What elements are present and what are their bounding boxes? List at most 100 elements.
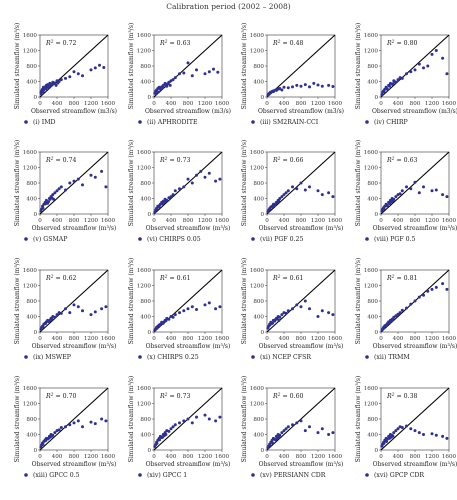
y-tick-label: 400 bbox=[26, 315, 37, 321]
y-tick-label: 800 bbox=[253, 417, 264, 423]
y-tick-label: 0 bbox=[260, 95, 264, 101]
data-point bbox=[178, 311, 181, 315]
data-point bbox=[331, 431, 335, 435]
x-tick-label: 400 bbox=[166, 454, 177, 460]
legend-label: (xiii) GPCC 0.5 bbox=[33, 472, 80, 479]
data-point bbox=[316, 189, 320, 193]
data-point bbox=[391, 318, 395, 322]
x-tick-label: 1600 bbox=[328, 218, 343, 224]
y-tick-label: 1200 bbox=[250, 402, 265, 408]
y-tick-label: 1600 bbox=[364, 33, 379, 39]
x-axis-label: Observed streamflow (m³/s) bbox=[32, 461, 117, 468]
data-point bbox=[392, 431, 396, 435]
data-point bbox=[430, 287, 434, 291]
data-point bbox=[286, 309, 290, 313]
data-point bbox=[158, 323, 161, 327]
x-tick-label: 800 bbox=[183, 336, 194, 342]
data-point bbox=[409, 70, 413, 74]
data-point bbox=[89, 173, 93, 177]
data-point bbox=[277, 87, 281, 91]
y-tick-label: 1200 bbox=[364, 49, 379, 55]
y-tick-label: 1600 bbox=[137, 268, 152, 274]
data-point bbox=[394, 195, 398, 199]
data-point bbox=[327, 433, 331, 436]
data-point bbox=[207, 301, 211, 305]
y-tick-label: 1600 bbox=[250, 268, 265, 274]
y-tick-label: 1200 bbox=[364, 166, 379, 172]
x-tick-label: 800 bbox=[296, 218, 307, 224]
data-point bbox=[422, 185, 425, 189]
data-point bbox=[173, 313, 177, 317]
data-point bbox=[81, 309, 84, 313]
data-point bbox=[413, 68, 417, 72]
y-tick-label: 400 bbox=[140, 433, 151, 439]
data-point bbox=[277, 435, 281, 439]
x-axis-label: Observed streamflow (m³/s) bbox=[146, 225, 231, 232]
data-point bbox=[93, 66, 97, 70]
data-point bbox=[278, 315, 282, 319]
legend-label: (iv) CHIRP bbox=[374, 119, 408, 126]
data-point bbox=[271, 321, 274, 325]
y-tick-label: 800 bbox=[140, 181, 151, 187]
y-tick-label: 400 bbox=[140, 197, 151, 203]
data-point bbox=[291, 423, 294, 427]
x-tick-label: 800 bbox=[296, 101, 307, 107]
data-point bbox=[413, 299, 417, 303]
one-to-one-line bbox=[266, 387, 336, 451]
data-point bbox=[93, 310, 97, 314]
data-point bbox=[284, 311, 288, 315]
data-point bbox=[312, 81, 316, 85]
x-tick-label: 800 bbox=[69, 336, 80, 342]
x-tick-label: 400 bbox=[393, 454, 404, 460]
data-point bbox=[218, 305, 222, 309]
y-tick-label: 0 bbox=[33, 448, 37, 454]
data-point bbox=[161, 86, 164, 90]
x-tick-label: 0 bbox=[152, 336, 156, 342]
data-point bbox=[72, 179, 76, 183]
data-point bbox=[331, 85, 335, 88]
data-point bbox=[277, 199, 281, 203]
data-point bbox=[331, 195, 335, 199]
data-point bbox=[182, 185, 186, 189]
data-point bbox=[398, 311, 402, 315]
data-point bbox=[41, 206, 45, 210]
y-tick-label: 400 bbox=[367, 433, 378, 439]
data-point bbox=[57, 428, 61, 432]
data-point bbox=[308, 85, 311, 89]
legend-marker bbox=[138, 120, 142, 124]
data-point bbox=[173, 189, 177, 193]
r2-label: R2 = 0.48 bbox=[272, 39, 304, 47]
one-to-one-line bbox=[39, 387, 109, 451]
x-tick-label: 400 bbox=[279, 218, 290, 224]
data-point bbox=[59, 311, 63, 315]
data-point bbox=[280, 431, 284, 435]
r2-label: R2 = 0.80 bbox=[386, 39, 418, 47]
data-point bbox=[396, 312, 400, 316]
legend-label: (ii) APHRODITE bbox=[147, 119, 198, 126]
x-tick-label: 800 bbox=[296, 454, 307, 460]
data-point bbox=[388, 84, 391, 88]
data-point bbox=[161, 83, 165, 87]
data-point bbox=[445, 287, 449, 291]
data-point bbox=[218, 177, 222, 181]
y-axis-label: Simulated streamflow (m³/s) bbox=[241, 376, 248, 463]
x-tick-label: 1200 bbox=[425, 454, 440, 460]
y-tick-label: 0 bbox=[33, 95, 37, 101]
data-point bbox=[394, 429, 398, 433]
x-tick-label: 1600 bbox=[215, 336, 230, 342]
y-tick-label: 1600 bbox=[250, 386, 265, 392]
data-point bbox=[182, 71, 186, 75]
data-point bbox=[171, 315, 175, 319]
data-point bbox=[280, 195, 284, 199]
data-point bbox=[295, 421, 299, 425]
data-point bbox=[291, 185, 294, 189]
data-point bbox=[64, 425, 67, 429]
data-point bbox=[320, 193, 324, 197]
data-point bbox=[391, 199, 395, 203]
data-point bbox=[207, 70, 211, 74]
data-point bbox=[186, 177, 190, 181]
data-point bbox=[441, 193, 445, 197]
